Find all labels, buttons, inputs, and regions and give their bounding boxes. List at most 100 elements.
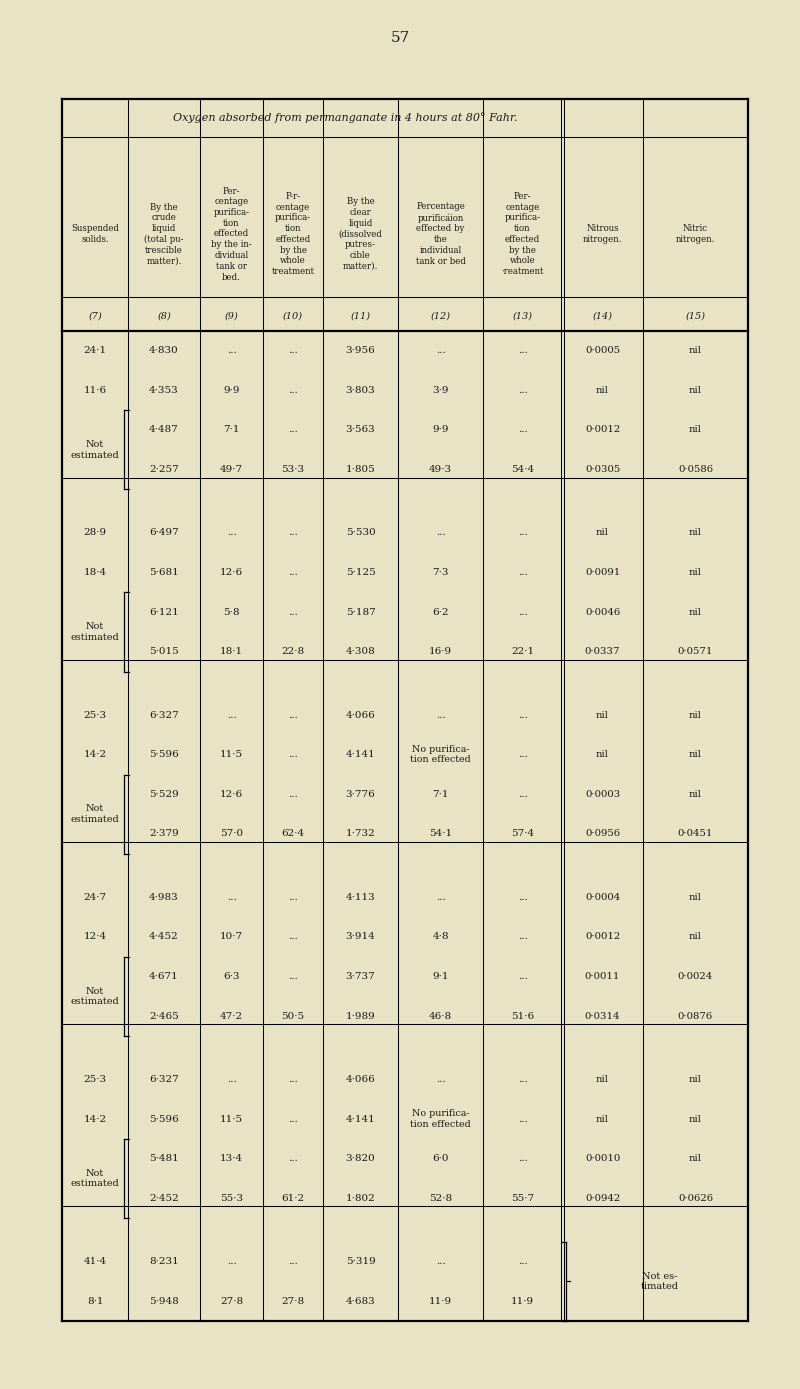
Text: 57·4: 57·4 [511, 829, 534, 839]
Text: (12): (12) [430, 311, 450, 321]
Text: Suspended
solids.: Suspended solids. [71, 224, 119, 244]
Text: nil: nil [689, 750, 702, 760]
Text: ...: ... [288, 1257, 298, 1267]
Text: Oxygen absorbed from permanganate in 4 hours at 80° Fahr.: Oxygen absorbed from permanganate in 4 h… [173, 113, 518, 124]
Text: ...: ... [226, 346, 236, 356]
Text: nil: nil [689, 1114, 702, 1124]
Text: 4·983: 4·983 [149, 893, 179, 901]
Text: 3·803: 3·803 [346, 386, 375, 394]
Text: No purifica-
tion effected: No purifica- tion effected [410, 1110, 471, 1129]
Text: ...: ... [518, 972, 527, 981]
Text: nil: nil [689, 1075, 702, 1083]
Text: ...: ... [518, 607, 527, 617]
Text: 16·9: 16·9 [429, 647, 452, 656]
Text: 4·671: 4·671 [149, 972, 179, 981]
Text: (13): (13) [513, 311, 533, 321]
Text: 4·452: 4·452 [149, 932, 179, 942]
Text: 1·802: 1·802 [346, 1193, 375, 1203]
Text: 9·9: 9·9 [432, 425, 449, 435]
Text: nil: nil [689, 346, 702, 356]
Text: 6·327: 6·327 [149, 711, 179, 720]
Text: 5·319: 5·319 [346, 1257, 375, 1267]
Text: 49·7: 49·7 [220, 465, 243, 474]
Text: 6·497: 6·497 [149, 528, 179, 538]
Text: 4·113: 4·113 [346, 893, 375, 901]
Text: 9·1: 9·1 [432, 972, 449, 981]
Text: nil: nil [596, 1075, 609, 1083]
Text: Not
estimated: Not estimated [70, 440, 119, 460]
Text: 51·6: 51·6 [511, 1011, 534, 1021]
Text: 3·563: 3·563 [346, 425, 375, 435]
Text: 11·6: 11·6 [83, 386, 106, 394]
Text: ...: ... [518, 932, 527, 942]
Text: Not
estimated: Not estimated [70, 986, 119, 1006]
Text: 5·596: 5·596 [149, 750, 179, 760]
Text: 2·379: 2·379 [149, 829, 179, 839]
Text: 5·681: 5·681 [149, 568, 179, 576]
Text: 22·8: 22·8 [282, 647, 305, 656]
Text: ...: ... [436, 528, 446, 538]
Text: ...: ... [288, 932, 298, 942]
Text: 4·8: 4·8 [432, 932, 449, 942]
Text: ...: ... [436, 711, 446, 720]
Text: 57: 57 [390, 31, 410, 44]
Text: 1·805: 1·805 [346, 465, 375, 474]
Text: (10): (10) [283, 311, 303, 321]
Text: No purifica-
tion effected: No purifica- tion effected [410, 745, 471, 764]
Text: 7·3: 7·3 [432, 568, 449, 576]
Text: ...: ... [288, 386, 298, 394]
Text: 54·1: 54·1 [429, 829, 452, 839]
Text: ...: ... [288, 528, 298, 538]
Text: 5·596: 5·596 [149, 1114, 179, 1124]
Text: 6·3: 6·3 [223, 972, 240, 981]
Text: 4·308: 4·308 [346, 647, 375, 656]
Text: 3·820: 3·820 [346, 1154, 375, 1163]
Text: 14·2: 14·2 [83, 750, 106, 760]
Text: ...: ... [518, 1257, 527, 1267]
Text: ...: ... [518, 1154, 527, 1163]
Text: 0·0003: 0·0003 [585, 790, 620, 799]
Text: 1·732: 1·732 [346, 829, 375, 839]
Text: 7·1: 7·1 [432, 790, 449, 799]
Text: 12·4: 12·4 [83, 932, 106, 942]
Text: 11·9: 11·9 [429, 1297, 452, 1306]
Text: 5·530: 5·530 [346, 528, 375, 538]
Text: nil: nil [689, 568, 702, 576]
Text: ...: ... [518, 790, 527, 799]
Text: 11·9: 11·9 [511, 1297, 534, 1306]
Text: 4·066: 4·066 [346, 1075, 375, 1083]
Text: ...: ... [288, 711, 298, 720]
Text: 3·776: 3·776 [346, 790, 375, 799]
Text: 0·0586: 0·0586 [678, 465, 713, 474]
Text: 24·7: 24·7 [83, 893, 106, 901]
Text: ...: ... [288, 1114, 298, 1124]
Text: 54·4: 54·4 [511, 465, 534, 474]
Text: ...: ... [226, 528, 236, 538]
Text: By the
crude
liquid
(total pu-
trescible
matter).: By the crude liquid (total pu- trescible… [144, 203, 184, 265]
Text: ...: ... [288, 425, 298, 435]
Text: P-r-
centage
purifica-
tion
effected
by the
whole
treatment: P-r- centage purifica- tion effected by … [271, 192, 314, 276]
Text: 0·0005: 0·0005 [585, 346, 620, 356]
Text: ...: ... [518, 1075, 527, 1083]
Text: (9): (9) [225, 311, 238, 321]
Text: 47·2: 47·2 [220, 1011, 243, 1021]
Text: 5·125: 5·125 [346, 568, 375, 576]
Text: 0·0876: 0·0876 [678, 1011, 713, 1021]
Text: 10·7: 10·7 [220, 932, 243, 942]
Text: 0·0314: 0·0314 [585, 1011, 620, 1021]
Text: 14·2: 14·2 [83, 1114, 106, 1124]
Text: 25·3: 25·3 [83, 1075, 106, 1083]
Text: ...: ... [226, 1075, 236, 1083]
Text: 0·0010: 0·0010 [585, 1154, 620, 1163]
Text: 25·3: 25·3 [83, 711, 106, 720]
Text: 53·3: 53·3 [282, 465, 305, 474]
Text: nil: nil [689, 528, 702, 538]
Text: 4·830: 4·830 [149, 346, 179, 356]
Text: ...: ... [288, 346, 298, 356]
Text: 4·141: 4·141 [346, 750, 375, 760]
Text: 3·737: 3·737 [346, 972, 375, 981]
Text: 18·4: 18·4 [83, 568, 106, 576]
Text: (7): (7) [88, 311, 102, 321]
Text: 8·231: 8·231 [149, 1257, 179, 1267]
Text: 41·4: 41·4 [83, 1257, 106, 1267]
